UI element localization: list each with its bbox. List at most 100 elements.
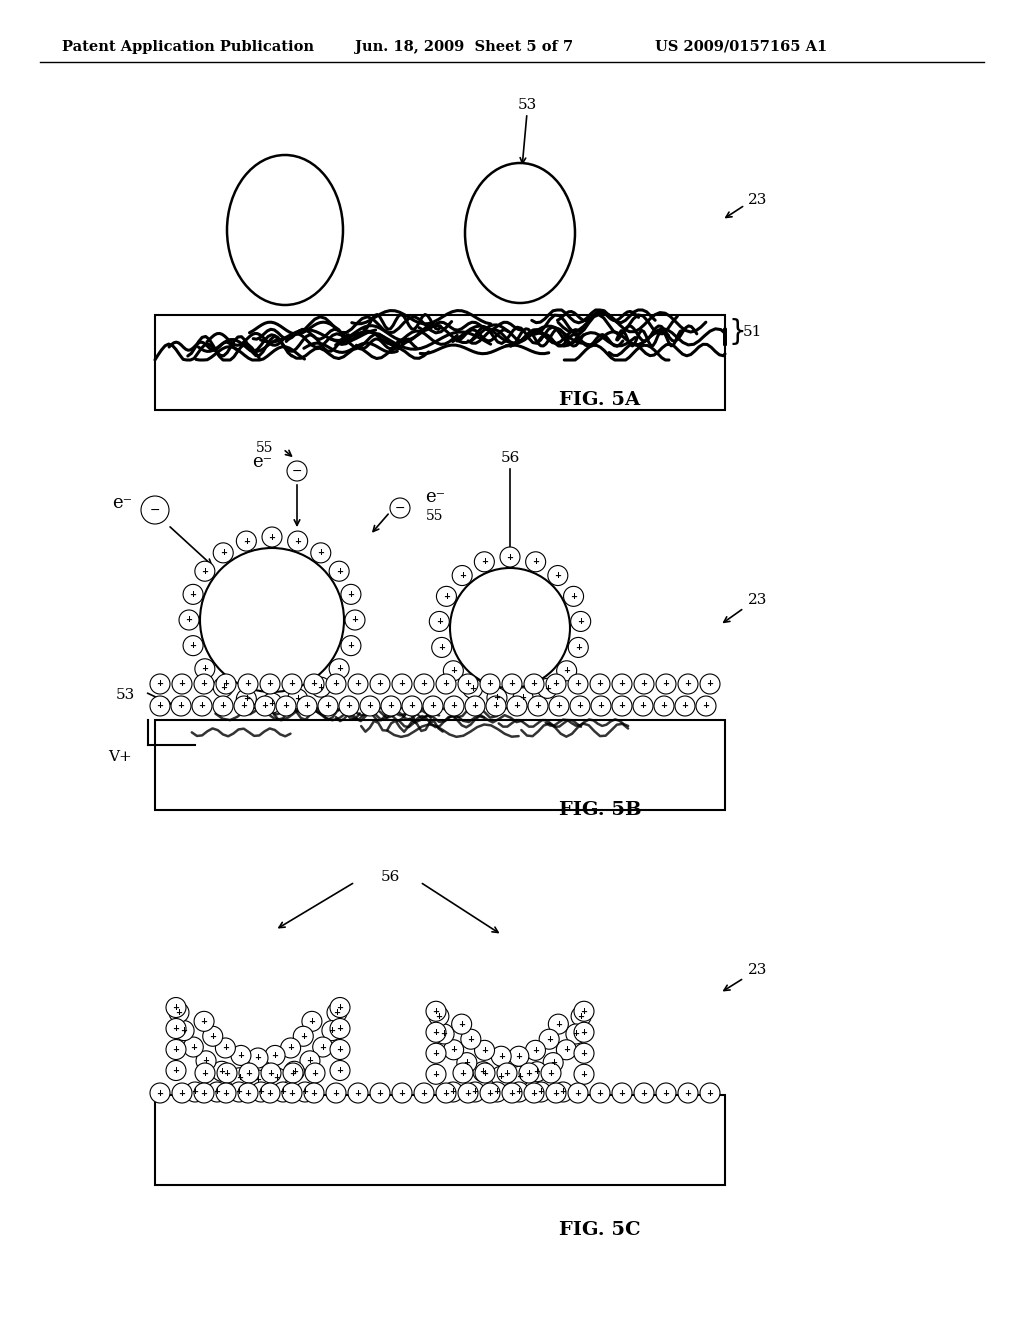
Circle shape bbox=[293, 1026, 313, 1047]
Circle shape bbox=[195, 659, 215, 678]
Text: +: + bbox=[246, 1068, 253, 1077]
Circle shape bbox=[262, 693, 282, 713]
Circle shape bbox=[402, 696, 422, 715]
Text: FIG. 5A: FIG. 5A bbox=[559, 391, 641, 409]
Circle shape bbox=[426, 1064, 446, 1084]
Circle shape bbox=[251, 1082, 271, 1102]
Text: +: + bbox=[471, 701, 478, 710]
Text: e⁻: e⁻ bbox=[252, 453, 272, 471]
Circle shape bbox=[166, 1040, 186, 1060]
Circle shape bbox=[194, 675, 214, 694]
Circle shape bbox=[436, 675, 456, 694]
Text: +: + bbox=[486, 680, 494, 689]
Text: 53: 53 bbox=[517, 98, 537, 112]
Circle shape bbox=[174, 1020, 195, 1040]
Text: +: + bbox=[597, 1089, 603, 1097]
Circle shape bbox=[390, 498, 410, 517]
Circle shape bbox=[443, 1082, 463, 1102]
Circle shape bbox=[612, 696, 632, 715]
Text: +: + bbox=[243, 694, 250, 704]
Text: +: + bbox=[471, 1088, 478, 1097]
Text: 23: 23 bbox=[748, 593, 767, 607]
Text: +: + bbox=[618, 701, 626, 710]
Circle shape bbox=[295, 1082, 315, 1102]
Text: −: − bbox=[394, 502, 406, 515]
Circle shape bbox=[452, 1014, 472, 1034]
Text: +: + bbox=[308, 1016, 315, 1026]
Circle shape bbox=[327, 1002, 347, 1023]
Circle shape bbox=[297, 696, 317, 715]
Circle shape bbox=[266, 1068, 287, 1088]
Text: Jun. 18, 2009  Sheet 5 of 7: Jun. 18, 2009 Sheet 5 of 7 bbox=[355, 40, 573, 54]
Circle shape bbox=[458, 675, 478, 694]
Circle shape bbox=[574, 1064, 594, 1084]
Text: +: + bbox=[236, 1088, 243, 1097]
Circle shape bbox=[248, 1071, 268, 1090]
Circle shape bbox=[429, 1006, 449, 1026]
Circle shape bbox=[150, 1082, 170, 1104]
Circle shape bbox=[215, 1038, 236, 1057]
Circle shape bbox=[339, 696, 359, 715]
Circle shape bbox=[414, 675, 434, 694]
Circle shape bbox=[546, 1082, 566, 1104]
Circle shape bbox=[195, 1063, 215, 1082]
Circle shape bbox=[568, 638, 589, 657]
Text: +: + bbox=[268, 698, 275, 708]
Text: +: + bbox=[535, 701, 542, 710]
Circle shape bbox=[700, 1082, 720, 1104]
Text: +: + bbox=[443, 591, 450, 601]
Text: +: + bbox=[337, 1003, 343, 1012]
Text: +: + bbox=[271, 1051, 279, 1060]
Text: +: + bbox=[261, 701, 268, 710]
Circle shape bbox=[543, 1052, 563, 1073]
Circle shape bbox=[502, 675, 522, 694]
Text: +: + bbox=[319, 1043, 327, 1052]
Text: 51: 51 bbox=[743, 325, 763, 339]
Circle shape bbox=[458, 1082, 478, 1104]
Text: +: + bbox=[317, 682, 325, 692]
Text: +: + bbox=[189, 642, 197, 651]
Circle shape bbox=[300, 1051, 319, 1071]
Text: +: + bbox=[283, 701, 290, 710]
Text: +: + bbox=[218, 1067, 225, 1076]
Text: +: + bbox=[172, 1024, 179, 1034]
Circle shape bbox=[571, 1006, 591, 1026]
Text: +: + bbox=[707, 680, 714, 689]
Text: +: + bbox=[498, 1072, 504, 1081]
Text: +: + bbox=[268, 532, 275, 541]
Circle shape bbox=[509, 1047, 528, 1067]
Text: +: + bbox=[243, 536, 250, 545]
Text: +: + bbox=[481, 1068, 488, 1077]
Circle shape bbox=[500, 546, 520, 568]
Circle shape bbox=[302, 1011, 322, 1031]
Circle shape bbox=[434, 1024, 454, 1044]
Text: +: + bbox=[460, 1068, 467, 1077]
Circle shape bbox=[509, 1082, 529, 1102]
Text: +: + bbox=[238, 1051, 245, 1060]
Circle shape bbox=[487, 1082, 507, 1102]
Circle shape bbox=[238, 675, 258, 694]
Circle shape bbox=[527, 1061, 547, 1081]
Text: +: + bbox=[534, 1067, 541, 1076]
Text: +: + bbox=[581, 1007, 588, 1016]
Circle shape bbox=[465, 696, 485, 715]
Text: +: + bbox=[684, 680, 691, 689]
Text: +: + bbox=[663, 1089, 670, 1097]
Circle shape bbox=[538, 678, 557, 698]
Circle shape bbox=[312, 1038, 333, 1057]
Text: +: + bbox=[553, 1089, 559, 1097]
Text: +: + bbox=[544, 684, 551, 693]
Text: +: + bbox=[531, 1045, 539, 1055]
Circle shape bbox=[474, 1040, 495, 1060]
Circle shape bbox=[179, 610, 199, 630]
Text: +: + bbox=[257, 1088, 264, 1097]
Text: +: + bbox=[387, 701, 394, 710]
Circle shape bbox=[519, 1063, 539, 1082]
Circle shape bbox=[329, 659, 349, 678]
Text: +: + bbox=[333, 680, 340, 689]
Circle shape bbox=[330, 1019, 350, 1039]
Circle shape bbox=[556, 1040, 577, 1060]
Text: +: + bbox=[199, 701, 206, 710]
Text: +: + bbox=[347, 590, 354, 599]
Circle shape bbox=[166, 998, 186, 1018]
